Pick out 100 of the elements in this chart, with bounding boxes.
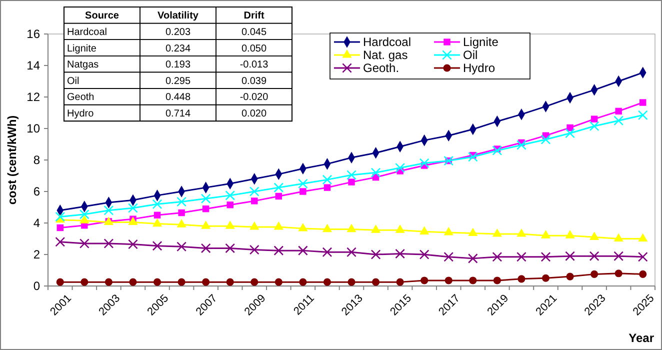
point bbox=[516, 228, 526, 237]
point bbox=[395, 162, 406, 173]
point bbox=[80, 215, 90, 224]
point bbox=[202, 278, 210, 286]
annotation: 0.193 bbox=[165, 60, 191, 71]
point bbox=[56, 278, 64, 286]
annotation: Hardcoal bbox=[67, 26, 108, 38]
point bbox=[566, 272, 574, 280]
point bbox=[250, 221, 260, 230]
point bbox=[518, 275, 526, 283]
point bbox=[79, 209, 90, 220]
annotation: 0.039 bbox=[241, 76, 267, 87]
annotation: 0.045 bbox=[241, 26, 267, 38]
point bbox=[492, 228, 502, 237]
annotation: 0.050 bbox=[241, 43, 267, 54]
point bbox=[324, 184, 331, 191]
annotation: Natgas bbox=[67, 60, 99, 71]
point bbox=[639, 270, 647, 278]
annotation: 0.203 bbox=[165, 26, 191, 38]
point bbox=[104, 278, 112, 286]
point bbox=[444, 276, 452, 284]
point bbox=[176, 196, 186, 207]
point bbox=[614, 233, 624, 242]
point bbox=[492, 252, 502, 262]
point bbox=[589, 121, 600, 132]
point bbox=[298, 178, 308, 189]
annotation: Oil bbox=[67, 76, 80, 87]
point bbox=[226, 202, 234, 208]
annotation: Lignite bbox=[67, 43, 97, 54]
point bbox=[249, 244, 260, 255]
point bbox=[640, 99, 646, 106]
point bbox=[274, 278, 282, 286]
point bbox=[348, 278, 356, 286]
point bbox=[275, 192, 282, 200]
legend-label: Hardcoal bbox=[363, 35, 412, 50]
point bbox=[638, 110, 648, 120]
point bbox=[395, 248, 406, 259]
y-tick-label: 0 bbox=[33, 279, 40, 294]
point bbox=[323, 278, 332, 286]
point bbox=[468, 253, 478, 264]
legend-label: Geoth. bbox=[363, 61, 400, 76]
point bbox=[300, 188, 306, 195]
point bbox=[542, 274, 550, 282]
point bbox=[370, 250, 381, 260]
point bbox=[348, 178, 355, 186]
point bbox=[128, 239, 138, 250]
point bbox=[154, 212, 161, 218]
point bbox=[370, 224, 381, 233]
annotation: 0.714 bbox=[165, 108, 191, 120]
point bbox=[346, 224, 356, 232]
point bbox=[225, 243, 236, 254]
point bbox=[299, 278, 307, 286]
point bbox=[516, 140, 526, 150]
point bbox=[274, 182, 284, 193]
y-tick-label: 10 bbox=[26, 122, 40, 136]
point bbox=[614, 270, 622, 278]
point bbox=[56, 224, 64, 232]
annotation: 0.448 bbox=[165, 92, 191, 104]
point bbox=[298, 246, 308, 256]
point bbox=[201, 220, 211, 229]
point bbox=[614, 251, 624, 262]
point bbox=[492, 146, 502, 156]
point bbox=[346, 170, 356, 180]
legend-label: Oil bbox=[463, 48, 478, 62]
point bbox=[468, 228, 478, 236]
annotation: -0.020 bbox=[240, 92, 269, 104]
point bbox=[395, 224, 405, 233]
point bbox=[346, 247, 356, 258]
y-tick-label: 14 bbox=[26, 58, 40, 73]
annotation: Hydro bbox=[67, 108, 94, 120]
point bbox=[565, 230, 575, 238]
legend-label: Nat. gas bbox=[363, 48, 408, 62]
point bbox=[225, 190, 236, 200]
point bbox=[540, 134, 551, 144]
point bbox=[250, 278, 258, 286]
y-tick-label: 12 bbox=[26, 90, 40, 104]
annotation: 0.295 bbox=[165, 76, 191, 87]
point bbox=[176, 242, 186, 252]
point bbox=[396, 278, 404, 286]
point bbox=[322, 174, 332, 185]
point bbox=[55, 212, 66, 222]
point bbox=[444, 252, 454, 262]
point bbox=[249, 186, 260, 196]
point bbox=[226, 278, 234, 286]
point bbox=[104, 238, 114, 248]
point bbox=[493, 276, 501, 284]
legend-label: Hydro bbox=[463, 61, 496, 76]
point bbox=[178, 278, 186, 286]
point bbox=[469, 276, 477, 284]
point bbox=[565, 251, 575, 262]
text: Drift bbox=[244, 10, 264, 22]
point bbox=[225, 220, 235, 229]
point bbox=[322, 224, 332, 232]
point bbox=[468, 152, 478, 162]
point bbox=[153, 278, 162, 286]
point bbox=[152, 218, 162, 227]
point bbox=[615, 108, 622, 115]
point bbox=[614, 116, 624, 126]
point bbox=[128, 203, 138, 213]
point bbox=[129, 278, 137, 286]
